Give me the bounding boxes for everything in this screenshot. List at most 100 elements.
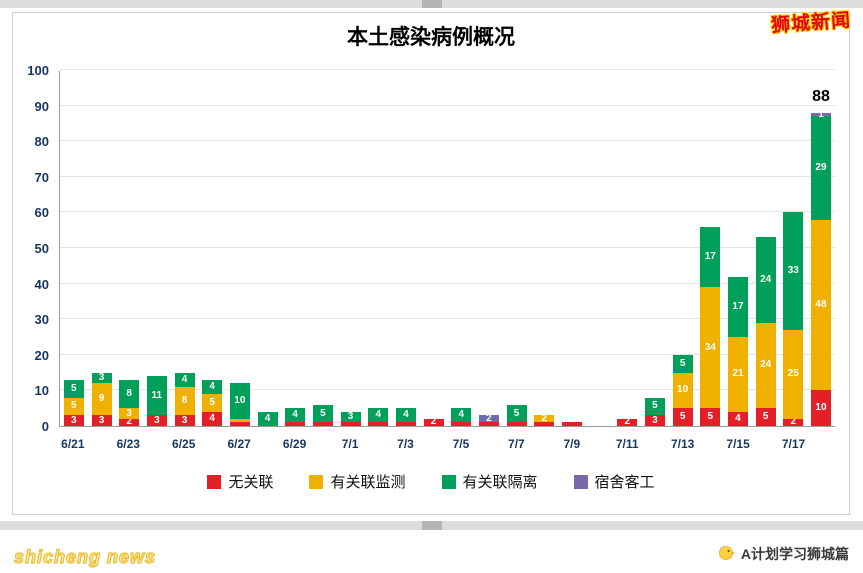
x-tick-label: 6/21	[61, 437, 85, 451]
legend-label: 有关联监测	[330, 474, 406, 491]
bar-value-label: 5	[71, 400, 77, 412]
bar-segment: 5	[202, 393, 223, 412]
bar-segment: 4	[395, 408, 416, 423]
bar-segment	[312, 422, 333, 426]
bar-slot	[558, 71, 586, 426]
bar-value-label: 5	[513, 407, 520, 419]
y-tick-label: 70	[34, 169, 49, 185]
stacked-bar-6/25: 3 8 4	[174, 372, 195, 426]
bar-segment	[478, 422, 499, 426]
bar-value-label: 4	[181, 373, 188, 385]
bar-slot: 5 24 24	[752, 71, 780, 426]
bar-segment: 2	[783, 417, 804, 427]
bars-container: 3 5 5 3 9 3 2 3 8 3 11 3 8 4 4 5 4 10 4 4 5 3 4 4 2 4 2 5 2 2 3 5 5 10 5 5 3…	[60, 71, 835, 428]
bar-segment: 3	[91, 372, 112, 384]
stacked-bar-7/15: 4 21 17	[727, 276, 748, 426]
bar-segment: 3	[644, 415, 665, 426]
y-tick-label: 40	[34, 276, 49, 292]
stacked-bar-7/8: 2	[534, 413, 555, 426]
x-tick-label: 6/25	[172, 437, 196, 451]
bar-value-label: 8	[181, 395, 188, 407]
bar-segment: 10	[810, 390, 831, 426]
bar-segment: 33	[783, 212, 804, 330]
x-tick-label	[198, 437, 226, 451]
x-tick-label: 7/11	[615, 437, 639, 451]
legend-label: 有关联隔离	[462, 474, 538, 491]
bar-value-label: 8	[126, 387, 132, 399]
bar-value-label: 17	[732, 300, 744, 312]
bar-segment: 3	[340, 412, 361, 423]
bar-value-label: 4	[209, 380, 215, 392]
bar-segment: 4	[727, 411, 748, 426]
bar-value-label: 4	[403, 409, 409, 421]
stacked-bar-7/4: 2	[423, 417, 444, 427]
bar-value-label: 2	[126, 416, 132, 428]
x-axis: 6/21 6/23 6/25 6/27 6/29 7/1 7/3 7/5 7/7 7/9 7/11 7…	[59, 437, 835, 451]
stacked-bar-7/1: 3	[340, 412, 361, 426]
bar-value-label: 33	[787, 265, 799, 277]
brand-logo: 狮城新闻	[770, 10, 852, 37]
x-tick-label: 7/1	[341, 437, 359, 451]
bar-segment: 4	[202, 379, 223, 394]
legend-label: 宿舍客工	[594, 474, 655, 491]
bar-slot: 10	[226, 71, 254, 426]
bar-segment: 5	[755, 408, 776, 426]
x-tick-label	[697, 437, 725, 451]
bar-value-label: 3	[98, 414, 105, 426]
x-tick-label	[530, 437, 558, 451]
bar-segment: 5	[312, 404, 333, 423]
bar-slot: 2	[420, 71, 448, 427]
bar-slot: 2	[475, 71, 503, 426]
bar-value-label: 4	[735, 412, 741, 424]
y-tick-label: 50	[34, 241, 49, 256]
bar-segment	[368, 422, 389, 426]
bar-segment: 3	[174, 415, 195, 426]
stacked-bar-6/27: 10	[229, 383, 250, 426]
watermark: shicheng news	[13, 546, 157, 567]
bar-segment: 4	[451, 408, 472, 423]
bar-value-label: 5	[652, 400, 658, 412]
stacked-bar-7/5: 4	[451, 408, 472, 426]
y-tick-label: 30	[34, 312, 49, 328]
bar-slot: 2	[613, 71, 641, 428]
bar-value-label: 4	[292, 409, 298, 421]
x-tick-label: 7/7	[508, 437, 525, 451]
bar-segment	[229, 418, 250, 423]
bar-segment: 34	[700, 287, 721, 409]
y-tick-label: 100	[27, 63, 49, 78]
legend-swatch	[207, 474, 222, 489]
stacked-bar-6/28: 4	[257, 411, 278, 426]
bar-segment: 3	[146, 415, 167, 426]
bar-slot: 10 48 29 1	[807, 71, 835, 426]
bottom-scroll-strip	[0, 521, 863, 530]
credit: A计划学习狮城篇	[717, 543, 849, 564]
bar-value-label: 4	[458, 409, 465, 421]
legend-item: 无关联	[207, 471, 273, 492]
y-tick-label: 20	[34, 347, 49, 363]
bar-slot: 5	[309, 71, 337, 426]
stacked-bar-7/3: 4	[395, 408, 416, 426]
bar-segment: 8	[119, 379, 140, 409]
bar-value-label: 2	[430, 416, 437, 428]
x-tick-label: 7/5	[452, 437, 470, 451]
bar-slot: 4 5 4	[198, 71, 226, 426]
y-axis: 0 10 20 30 40 50 60 70 80 90 100	[13, 64, 55, 434]
x-tick-label	[475, 437, 503, 451]
bar-value-label: 2	[541, 412, 548, 424]
bar-segment: 21	[727, 337, 748, 412]
stacked-bar-7/18: 10 48 29 1	[810, 109, 831, 426]
bar-value-label: 11	[151, 389, 163, 401]
bar-value-label: 5	[71, 382, 77, 394]
bar-value-label: 2	[624, 416, 631, 428]
bar-segment: 2	[478, 413, 499, 423]
bar-segment: 4	[174, 372, 195, 387]
stacked-bar-6/26: 4 5 4	[202, 379, 223, 426]
x-tick-label: 7/13	[670, 437, 695, 451]
bar-segment: 2	[119, 417, 140, 427]
x-tick-label	[364, 437, 392, 451]
bar-segment	[451, 422, 472, 426]
bar-value-label: 24	[760, 274, 772, 286]
bar-segment: 5	[672, 408, 693, 426]
bar-slot: 3 11	[143, 71, 171, 426]
